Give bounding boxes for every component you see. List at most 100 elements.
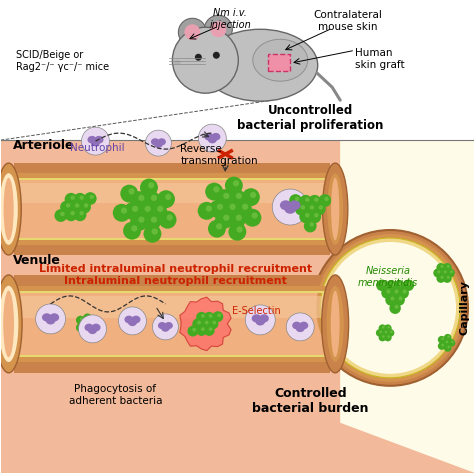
FancyBboxPatch shape: [14, 163, 330, 173]
Circle shape: [319, 194, 331, 207]
FancyBboxPatch shape: [14, 275, 330, 286]
Circle shape: [217, 314, 221, 317]
Circle shape: [379, 324, 386, 332]
Bar: [14, 238, 330, 240]
Circle shape: [384, 324, 392, 332]
Ellipse shape: [292, 322, 301, 329]
Circle shape: [381, 287, 393, 298]
Text: Neisseria
meningitidis: Neisseria meningitidis: [358, 266, 418, 288]
Circle shape: [187, 326, 198, 336]
Circle shape: [393, 280, 405, 292]
Circle shape: [228, 211, 246, 229]
Circle shape: [167, 214, 173, 220]
Circle shape: [397, 287, 409, 298]
Circle shape: [391, 282, 394, 287]
Circle shape: [446, 341, 448, 343]
Bar: [0, 140, 474, 473]
Circle shape: [137, 202, 155, 220]
Circle shape: [79, 195, 84, 200]
Circle shape: [60, 201, 73, 213]
Circle shape: [71, 211, 75, 216]
Bar: [0, 0, 474, 140]
FancyBboxPatch shape: [14, 286, 330, 290]
Text: Uncontrolled
bacterial proliferation: Uncontrolled bacterial proliferation: [237, 104, 383, 132]
Circle shape: [64, 193, 77, 206]
Circle shape: [36, 304, 65, 334]
Ellipse shape: [158, 322, 166, 329]
Circle shape: [208, 318, 219, 329]
Circle shape: [201, 327, 205, 331]
Circle shape: [391, 297, 394, 300]
Ellipse shape: [94, 136, 103, 144]
Circle shape: [209, 314, 212, 318]
Circle shape: [233, 180, 239, 186]
Circle shape: [228, 189, 246, 207]
Circle shape: [225, 176, 243, 194]
Circle shape: [300, 195, 312, 208]
Circle shape: [446, 269, 455, 278]
Circle shape: [244, 209, 261, 227]
Polygon shape: [340, 140, 474, 473]
Circle shape: [236, 193, 242, 199]
Text: Contralateral
mouse skin: Contralateral mouse skin: [314, 10, 383, 32]
Circle shape: [173, 27, 238, 93]
Ellipse shape: [252, 314, 261, 323]
Circle shape: [444, 344, 452, 352]
Circle shape: [441, 337, 444, 340]
Ellipse shape: [208, 136, 217, 143]
Circle shape: [132, 206, 138, 212]
Ellipse shape: [322, 275, 349, 373]
Text: Neutrophil: Neutrophil: [70, 143, 125, 153]
Circle shape: [216, 223, 222, 229]
Bar: [14, 180, 330, 238]
Ellipse shape: [280, 200, 292, 210]
Circle shape: [386, 289, 391, 294]
Circle shape: [242, 188, 260, 206]
Circle shape: [128, 188, 135, 194]
Circle shape: [399, 282, 402, 287]
Circle shape: [450, 270, 453, 273]
Circle shape: [76, 315, 85, 324]
Circle shape: [319, 205, 323, 210]
Circle shape: [157, 190, 175, 208]
Circle shape: [152, 228, 158, 235]
Circle shape: [192, 328, 196, 332]
Circle shape: [87, 315, 90, 318]
Ellipse shape: [151, 138, 159, 145]
Circle shape: [234, 200, 252, 218]
Circle shape: [379, 331, 382, 333]
Ellipse shape: [203, 29, 318, 101]
Circle shape: [324, 197, 329, 201]
Bar: [14, 293, 330, 355]
Text: Phagocytosis of
adherent bacteria: Phagocytosis of adherent bacteria: [69, 384, 162, 405]
Circle shape: [60, 212, 64, 216]
Bar: [14, 290, 330, 293]
Circle shape: [213, 52, 220, 59]
Circle shape: [444, 334, 452, 342]
Circle shape: [165, 194, 172, 200]
Circle shape: [123, 222, 141, 240]
Ellipse shape: [84, 324, 93, 331]
Circle shape: [447, 346, 450, 349]
Circle shape: [312, 230, 468, 386]
Circle shape: [71, 195, 75, 200]
Ellipse shape: [46, 316, 55, 324]
Circle shape: [305, 213, 310, 218]
Circle shape: [314, 197, 319, 202]
Circle shape: [376, 280, 388, 291]
Text: Arteriole: Arteriole: [13, 139, 74, 152]
Ellipse shape: [289, 200, 301, 210]
Circle shape: [215, 211, 233, 229]
Circle shape: [87, 327, 90, 330]
Circle shape: [223, 215, 229, 221]
Circle shape: [402, 280, 414, 291]
Circle shape: [447, 276, 450, 279]
Text: Human
skin graft: Human skin graft: [355, 48, 405, 70]
Bar: [14, 183, 330, 203]
Circle shape: [85, 321, 88, 324]
Text: Limited intraluminal neutrophil recruitment: Limited intraluminal neutrophil recruitm…: [39, 264, 312, 274]
Circle shape: [379, 334, 386, 342]
Circle shape: [131, 225, 137, 232]
Circle shape: [91, 321, 94, 324]
Circle shape: [304, 219, 317, 232]
